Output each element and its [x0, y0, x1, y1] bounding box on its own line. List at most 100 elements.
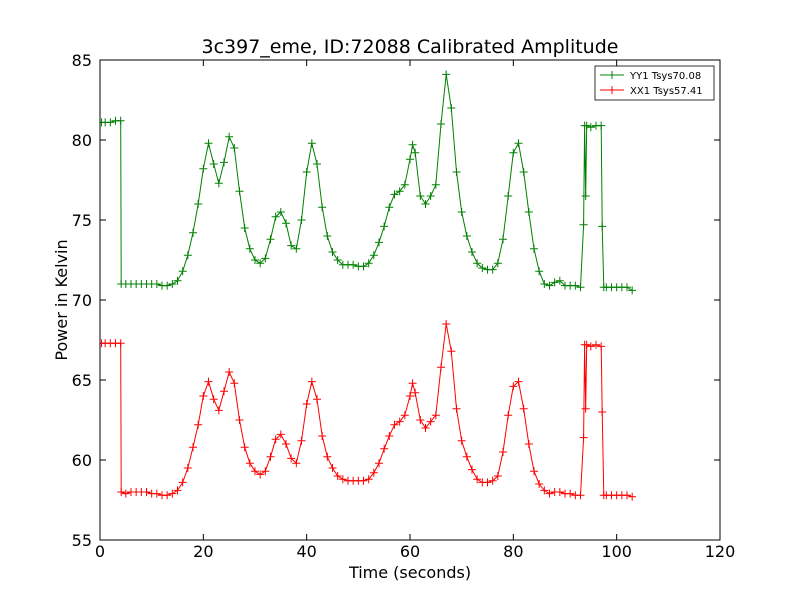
- data-point: [566, 489, 575, 498]
- data-point: [199, 164, 208, 173]
- data-point: [493, 472, 502, 480]
- data-point: [426, 192, 435, 200]
- data-point: [235, 187, 244, 196]
- y-tick-label: 65: [72, 371, 92, 390]
- data-point: [406, 392, 414, 400]
- data-point: [220, 387, 228, 396]
- data-point: [447, 104, 456, 112]
- data-point: [245, 459, 254, 468]
- data-point: [282, 219, 290, 228]
- data-point: [555, 276, 564, 285]
- legend-label: YY1 Tsys70.08: [629, 71, 701, 82]
- data-point: [431, 411, 440, 420]
- data-point: [163, 491, 172, 500]
- data-point: [586, 123, 595, 132]
- data-point: [106, 118, 115, 127]
- data-point: [579, 220, 588, 229]
- data-point: [406, 155, 414, 164]
- chart-title: 3c397_eme, ID:72088 Calibrated Amplitude: [202, 36, 619, 58]
- data-point: [282, 440, 290, 448]
- data-point: [628, 492, 637, 501]
- data-point: [318, 432, 327, 440]
- data-point: [364, 475, 373, 484]
- data-point: [514, 139, 523, 148]
- data-point: [333, 472, 342, 480]
- data-point: [416, 416, 425, 424]
- data-point: [582, 340, 591, 349]
- data-point: [555, 488, 564, 496]
- data-point: [225, 132, 234, 141]
- series-1: [100, 320, 637, 501]
- data-point: [426, 417, 435, 426]
- data-point: [287, 241, 296, 250]
- data-point: [408, 140, 417, 149]
- data-point: [421, 200, 430, 208]
- data-point: [359, 262, 368, 271]
- series-0: [100, 70, 637, 295]
- x-tick-label: 100: [601, 542, 632, 561]
- data-point: [152, 489, 161, 498]
- data-point: [297, 436, 306, 445]
- data-point: [333, 256, 342, 264]
- data-point: [598, 222, 607, 231]
- data-point: [235, 416, 244, 424]
- data-point: [225, 368, 234, 376]
- data-point: [452, 404, 461, 413]
- data-point: [390, 420, 399, 429]
- data-point: [364, 259, 373, 268]
- data-point: [483, 478, 492, 487]
- data-point: [189, 228, 197, 237]
- data-point: [571, 281, 580, 290]
- data-point: [586, 342, 595, 351]
- data-point: [292, 459, 301, 468]
- data-point: [199, 392, 208, 400]
- data-point: [488, 476, 497, 485]
- data-point: [142, 488, 151, 496]
- data-point: [328, 248, 337, 256]
- data-point: [271, 435, 280, 444]
- data-point: [504, 411, 513, 420]
- data-point: [581, 192, 590, 200]
- data-point: [276, 208, 285, 216]
- data-point: [214, 179, 223, 188]
- x-tick-label: 60: [400, 542, 420, 561]
- data-point: [287, 454, 296, 463]
- data-point: [442, 70, 451, 79]
- data-point: [375, 238, 383, 247]
- data-point: [313, 160, 321, 168]
- data-point: [488, 265, 497, 274]
- data-point: [183, 251, 192, 260]
- data-point: [307, 139, 316, 148]
- data-point: [442, 320, 451, 328]
- data-point: [178, 478, 187, 487]
- data-point: [178, 267, 187, 276]
- data-point: [251, 467, 259, 476]
- data-point: [276, 430, 285, 439]
- data-point: [540, 280, 549, 288]
- data-point: [408, 379, 417, 388]
- data-point: [209, 160, 218, 168]
- data-point: [173, 486, 182, 495]
- data-point: [468, 248, 476, 256]
- data-point: [499, 235, 507, 244]
- data-point: [400, 411, 409, 420]
- data-point: [519, 168, 528, 176]
- data-point: [579, 433, 588, 442]
- data-point: [597, 121, 606, 130]
- data-point: [509, 148, 518, 157]
- data-point: [369, 251, 378, 260]
- legend-swatch-marker: [608, 86, 616, 94]
- data-point: [597, 342, 606, 351]
- data-point: [535, 480, 544, 488]
- data-point: [318, 203, 327, 212]
- data-point: [530, 467, 538, 476]
- data-point: [230, 379, 239, 388]
- data-point: [416, 192, 425, 200]
- data-point: [437, 120, 445, 128]
- data-point: [493, 259, 502, 268]
- x-tick-label: 20: [193, 542, 213, 561]
- data-point: [576, 283, 585, 292]
- data-point: [380, 444, 389, 453]
- data-point: [292, 244, 301, 253]
